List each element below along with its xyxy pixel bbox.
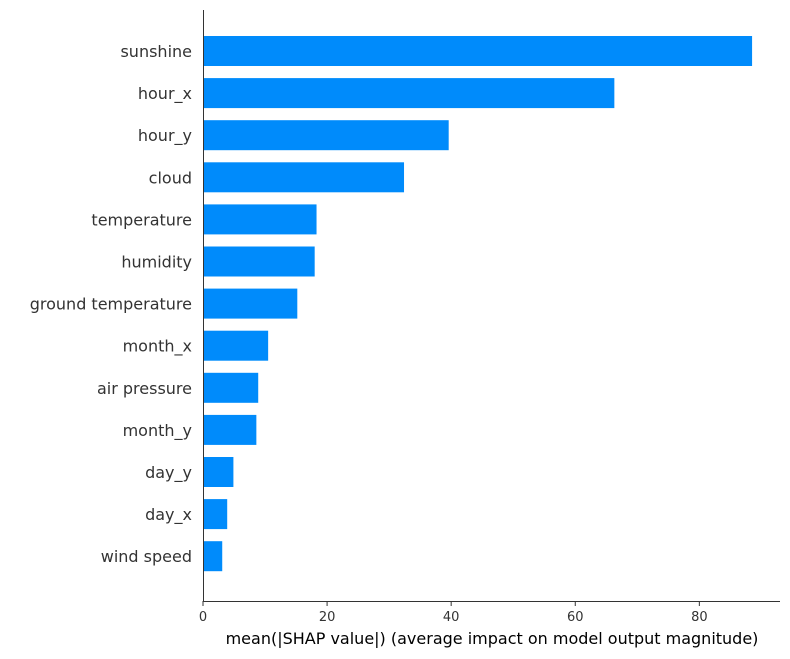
bar-month_y [203, 414, 257, 445]
x-axis-title: mean(|SHAP value|) (average impact on mo… [226, 629, 759, 648]
x-tick-label-60: 60 [567, 610, 584, 625]
category-label-hour_y: hour_y [138, 126, 192, 146]
bars-group [203, 36, 753, 572]
bar-day_y [203, 457, 234, 487]
category-label-month_y: month_y [123, 421, 192, 441]
bar-wind-speed [203, 541, 223, 572]
x-tick-label-0: 0 [199, 610, 207, 625]
category-label-day_x: day_x [145, 505, 192, 525]
category-label-wind-speed: wind speed [101, 547, 192, 566]
bar-hour_x [203, 78, 615, 109]
bar-day_x [203, 499, 228, 530]
bar-cloud [203, 162, 405, 193]
bar-hour_y [203, 120, 449, 151]
bar-sunshine [203, 36, 753, 66]
category-label-hour_x: hour_x [138, 84, 192, 104]
x-axis-ticks: 0 20 40 60 80 [199, 601, 708, 625]
x-tick-label-40: 40 [443, 610, 460, 625]
category-label-cloud: cloud [149, 168, 192, 187]
bar-humidity [203, 246, 315, 277]
category-label-sunshine: sunshine [120, 42, 192, 61]
x-tick-label-80: 80 [691, 610, 708, 625]
category-label-month_x: month_x [123, 337, 192, 357]
bar-ground-temperature [203, 288, 298, 319]
bar-month_x [203, 330, 269, 361]
x-tick-label-20: 20 [319, 610, 336, 625]
category-label-air-pressure: air pressure [97, 379, 192, 398]
category-label-day_y: day_y [145, 463, 192, 483]
category-label-humidity: humidity [121, 253, 192, 272]
category-label-temperature: temperature [91, 210, 192, 229]
category-label-ground-temperature: ground temperature [30, 295, 192, 314]
bar-temperature [203, 204, 317, 235]
bar-air-pressure [203, 372, 259, 403]
